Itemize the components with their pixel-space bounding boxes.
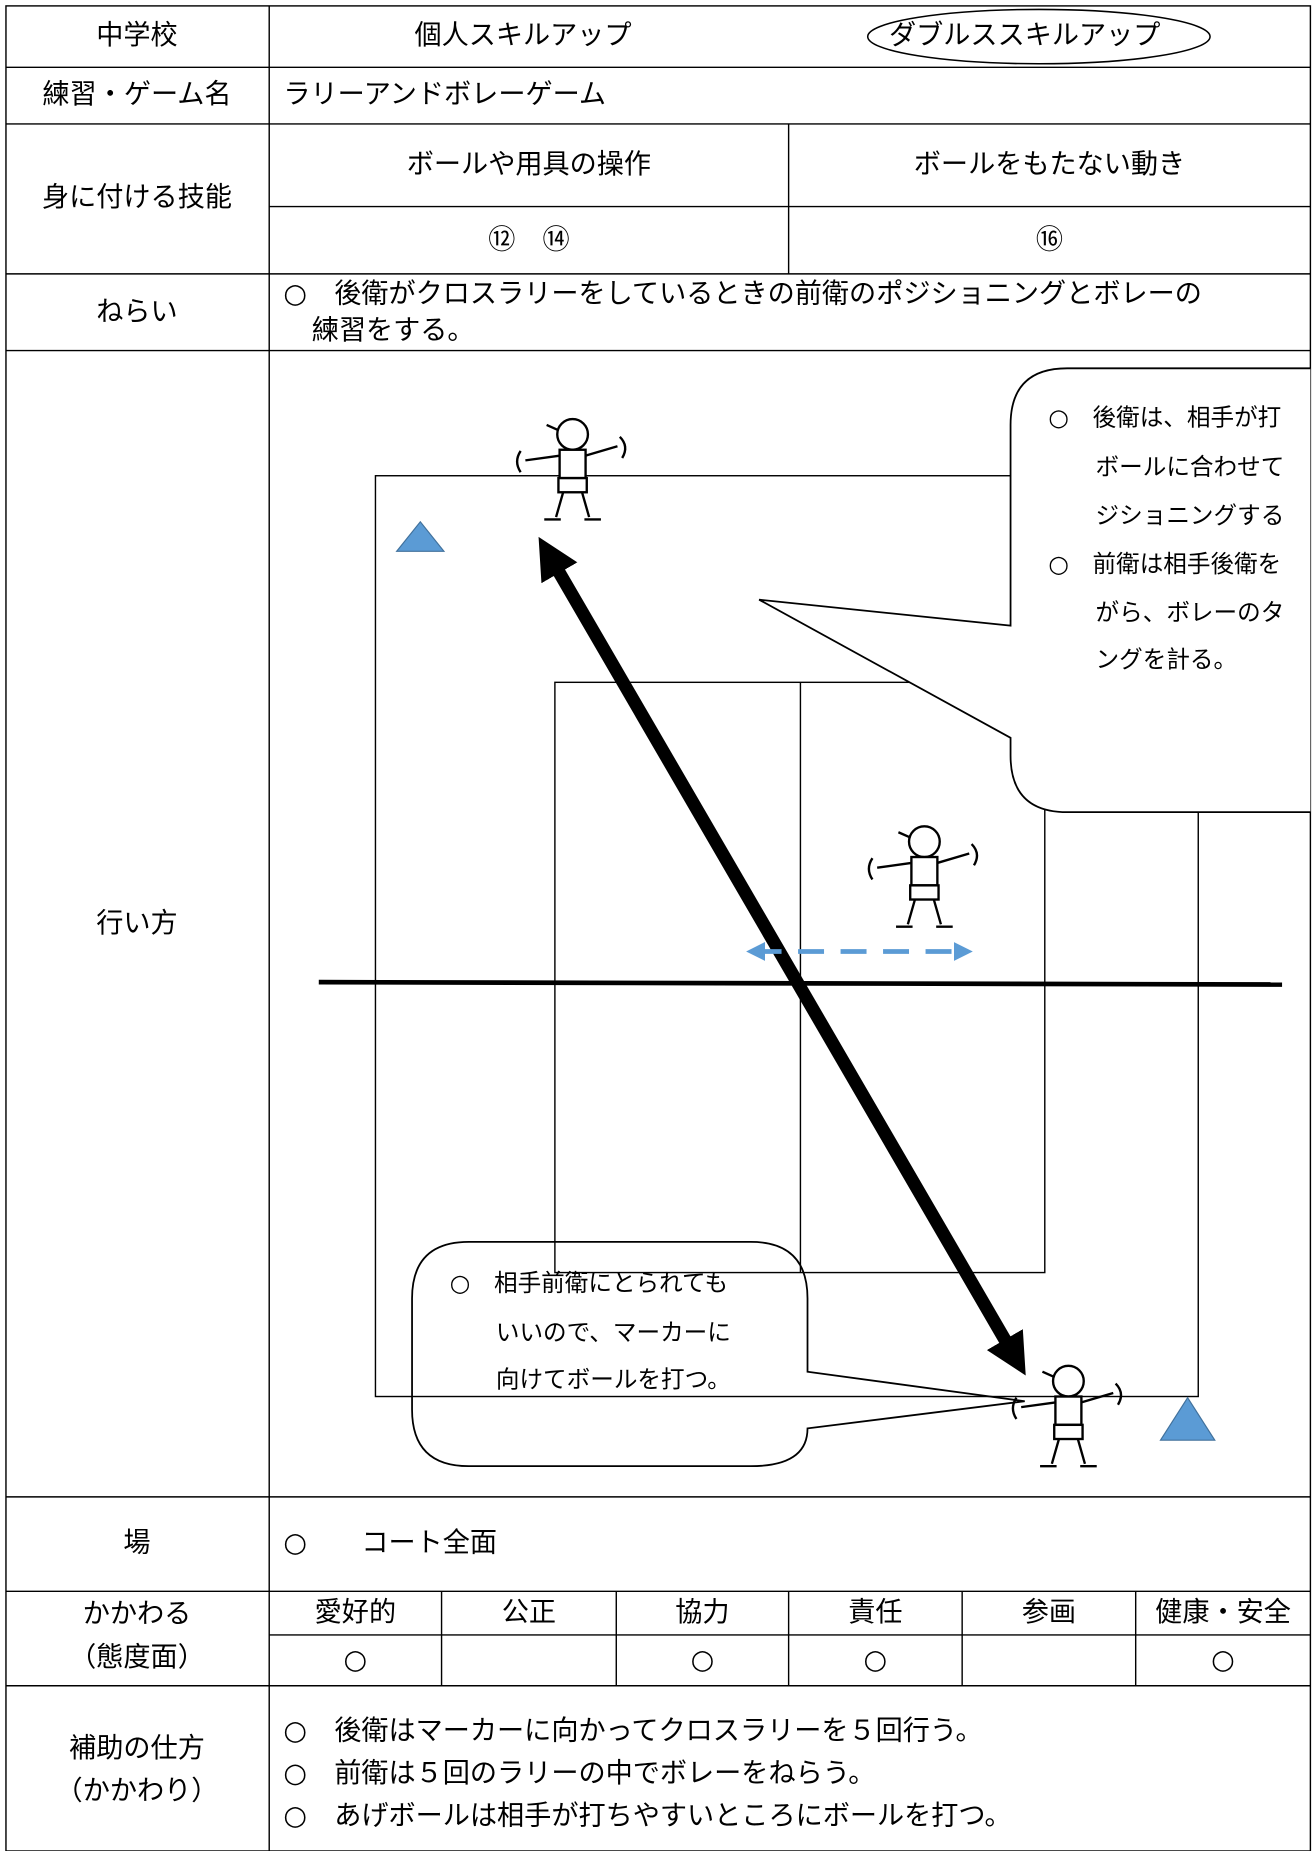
- row-label: 練習・ゲーム名: [42, 79, 231, 110]
- attitude-mark: ○: [1211, 1644, 1235, 1675]
- support-line: ○ 後衛はマーカーに向かってクロスラリーを５回行う。: [283, 1715, 982, 1746]
- attitude-header: 健康・安全: [1155, 1597, 1291, 1628]
- attitude-header: 協力: [675, 1597, 729, 1628]
- attitude-mark: ○: [344, 1644, 368, 1675]
- attitude-mark: ○: [691, 1644, 715, 1675]
- player: [515, 417, 627, 521]
- player: [867, 825, 979, 928]
- aim-line: 練習をする。: [312, 315, 475, 346]
- row-label: 補助の仕方: [69, 1733, 205, 1764]
- attitude-header: 責任: [848, 1597, 902, 1628]
- callout-text: ○ 前衛は相手後衛を: [1048, 550, 1281, 578]
- player: [1011, 1364, 1123, 1468]
- attitude-mark: ○: [864, 1644, 888, 1675]
- callout-text: ○ 後衛は、相手が打: [1048, 404, 1281, 432]
- callout-text: ジショニングする: [1096, 502, 1285, 530]
- marker: [395, 520, 446, 552]
- row-label: ねらい: [96, 296, 177, 327]
- support-line: ○ あげボールは相手が打ちやすいところにボールを打つ。: [283, 1800, 1011, 1831]
- callout-text: 向けてボールを打つ。: [496, 1366, 731, 1394]
- callout: [758, 367, 1311, 814]
- aim-line: ○ 後衛がクロスラリーをしているときの前衛のポジショニングとボレーの: [283, 279, 1202, 310]
- row-label: かかわる: [83, 1598, 192, 1629]
- option-selected: ダブルススキルアップ: [889, 20, 1160, 51]
- callout-text: ボールに合わせて: [1096, 453, 1285, 481]
- attitude-header: 公正: [502, 1597, 556, 1628]
- callout-text: ○ 相手前衛にとられても: [450, 1269, 728, 1297]
- callout: [411, 1240, 1025, 1468]
- marker: [1159, 1396, 1216, 1441]
- table-lines: [5, 5, 1312, 1851]
- skill-column: ボールや用具の操作: [407, 149, 651, 180]
- school: 中学校: [96, 20, 177, 51]
- row-label: （態度面）: [69, 1642, 205, 1673]
- selection-circle: [866, 8, 1211, 65]
- row-label: 行い方: [96, 908, 177, 939]
- callout-text: いいので、マーカーに: [496, 1318, 731, 1346]
- attitude-header: 愛好的: [315, 1597, 396, 1628]
- row-label: 場: [123, 1528, 150, 1559]
- option: 個人スキルアップ: [414, 20, 631, 51]
- skill-column: ボールをもたない動き: [914, 149, 1185, 180]
- court: [374, 475, 1199, 1398]
- place: ○ コート全面: [283, 1528, 497, 1559]
- game-name: ラリーアンドボレーゲーム: [283, 79, 606, 110]
- skill-items: ⑫ ⑭: [488, 224, 569, 255]
- callout-text: ングを計る。: [1096, 646, 1238, 674]
- attitude-header: 参画: [1022, 1597, 1076, 1628]
- row-label: （かかわり）: [56, 1775, 219, 1806]
- support-line: ○ 前衛は５回のラリーの中でボレーをねらう。: [283, 1758, 875, 1789]
- row-label: 身に付ける技能: [42, 182, 232, 213]
- skill-items: ⑯: [1036, 224, 1063, 255]
- callout-text: がら、ボレーのタ: [1096, 598, 1285, 626]
